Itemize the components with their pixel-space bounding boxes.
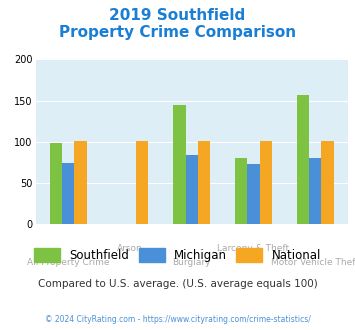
Text: Property Crime Comparison: Property Crime Comparison — [59, 25, 296, 40]
Bar — [50, 143, 62, 224]
Bar — [75, 141, 87, 224]
Text: Burglary: Burglary — [173, 258, 211, 267]
Text: Arson: Arson — [117, 244, 143, 253]
Text: Larceny & Theft: Larceny & Theft — [217, 244, 289, 253]
Bar — [62, 162, 75, 224]
Bar — [247, 164, 260, 224]
Text: Motor Vehicle Theft: Motor Vehicle Theft — [271, 258, 355, 267]
Bar — [260, 141, 272, 224]
Bar — [235, 158, 247, 224]
Text: © 2024 CityRating.com - https://www.cityrating.com/crime-statistics/: © 2024 CityRating.com - https://www.city… — [45, 315, 310, 324]
Text: All Property Crime: All Property Crime — [27, 258, 109, 267]
Bar — [198, 141, 210, 224]
Text: 2019 Southfield: 2019 Southfield — [109, 8, 246, 23]
Bar — [173, 105, 186, 224]
Bar — [297, 95, 309, 224]
Bar — [186, 155, 198, 224]
Bar — [321, 141, 334, 224]
Bar — [309, 157, 321, 224]
Text: Compared to U.S. average. (U.S. average equals 100): Compared to U.S. average. (U.S. average … — [38, 279, 317, 289]
Bar — [136, 141, 148, 224]
Legend: Southfield, Michigan, National: Southfield, Michigan, National — [34, 248, 321, 262]
